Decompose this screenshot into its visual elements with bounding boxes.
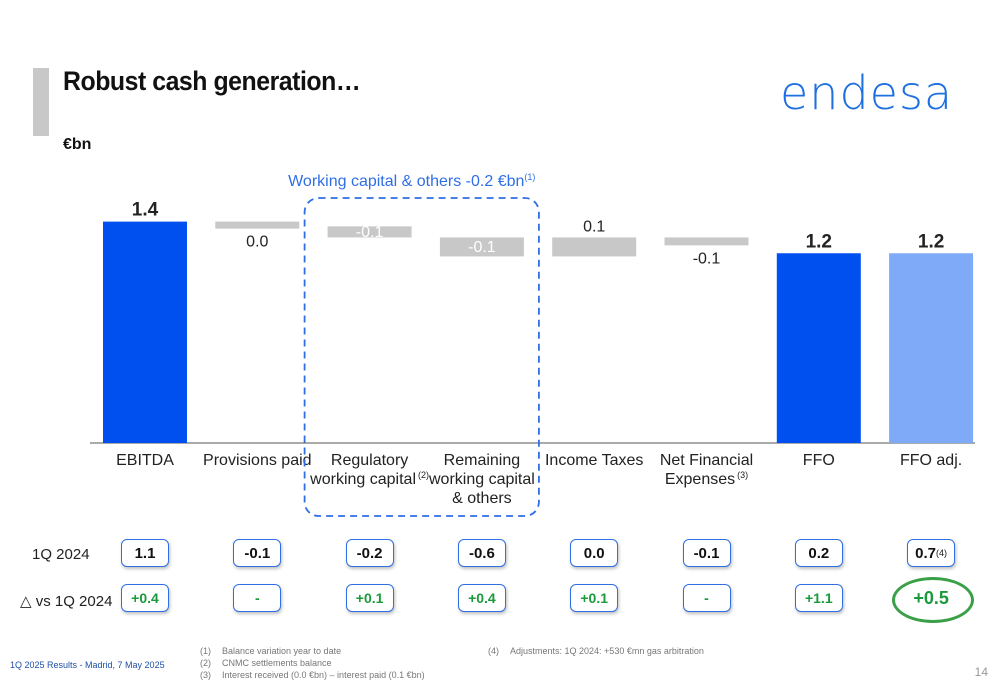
data-label-4: 0.1 bbox=[583, 218, 605, 235]
data-label-7: 1.2 bbox=[918, 231, 944, 252]
data-label-6: 1.2 bbox=[806, 231, 832, 252]
delta-value-box-2: +0.1 bbox=[345, 584, 394, 612]
category-label-0-0: EBITDA bbox=[116, 452, 174, 469]
bar-7 bbox=[889, 253, 974, 443]
delta-value-box-6: +1.1 bbox=[794, 584, 843, 612]
row-label-delta: △ vs 1Q 2024 bbox=[20, 593, 113, 610]
prior-value-box-0: 1.1 bbox=[121, 539, 169, 567]
delta-value-box-3: +0.4 bbox=[457, 584, 506, 612]
category-label-5-1: Expenses (3) bbox=[665, 470, 748, 488]
page-title: Robust cash generation… bbox=[63, 66, 361, 96]
title-accent-bar bbox=[33, 68, 49, 136]
bar-1 bbox=[215, 221, 300, 229]
data-label-0: 1.4 bbox=[132, 200, 159, 221]
category-label-5-0: Net Financial bbox=[660, 452, 753, 469]
bar-2 bbox=[327, 226, 412, 238]
category-label-3-2: & others bbox=[452, 490, 512, 507]
data-label-1: 0.0 bbox=[246, 234, 268, 251]
prior-value-box-1: -0.1 bbox=[233, 539, 282, 567]
delta-value-box-5: - bbox=[682, 584, 731, 612]
prior-value-box-5: -0.1 bbox=[682, 539, 731, 567]
category-label-2-0: Regulatory bbox=[331, 452, 408, 469]
category-label-3-0: Remaining bbox=[444, 452, 520, 469]
row-label-1q2024: 1Q 2024 bbox=[32, 546, 90, 563]
delta-value-box-1: - bbox=[233, 584, 282, 612]
delta-value-box-0: +0.4 bbox=[121, 584, 169, 612]
bar-5 bbox=[664, 237, 749, 246]
waterfall-chart: 1.4 0.0 -0.1 -0.1 0.1 -0.1 1.2 1.2 EBITDA Provisi… bbox=[90, 172, 975, 517]
page-number: 14 bbox=[974, 665, 988, 679]
category-label-4-0: Income Taxes bbox=[545, 452, 643, 469]
footnotes-left: (1) Balance variation year to date (2) CNM… bbox=[200, 645, 425, 681]
footnote-3: (3) Interest received (0.0 €bn) – interes… bbox=[200, 670, 425, 680]
unit-label: €bn bbox=[63, 136, 92, 153]
category-label-6-0: FFO bbox=[803, 452, 835, 469]
bar-3 bbox=[439, 237, 524, 257]
footnote-1: (1) Balance variation year to date bbox=[200, 646, 342, 656]
working-capital-group-box bbox=[303, 197, 540, 517]
delta-value-box-4: +0.1 bbox=[570, 584, 619, 612]
footer-text: 1Q 2025 Results - Madrid, 7 May 2025 bbox=[10, 660, 165, 670]
category-label-7-0: FFO adj. bbox=[900, 452, 962, 469]
bar-6 bbox=[776, 253, 861, 443]
prior-value-box-3: -0.6 bbox=[457, 539, 506, 567]
footnote-2: (2) CNMC settlements balance bbox=[200, 658, 332, 668]
highlight-circle bbox=[892, 577, 974, 623]
working-capital-annotation: Working capital & others -0.2 €bn(1) bbox=[288, 172, 535, 190]
data-label-2: -0.1 bbox=[356, 224, 384, 241]
footnotes-right: (4) Adjustments: 1Q 2024: +530 €mn gas ar… bbox=[488, 645, 704, 657]
data-label-5: -0.1 bbox=[693, 250, 721, 267]
prior-value-box-4: 0.0 bbox=[570, 539, 619, 567]
prior-value-box-2: -0.2 bbox=[345, 539, 394, 567]
category-label-1-0: Provisions paid bbox=[203, 452, 312, 469]
bar-0 bbox=[103, 221, 187, 443]
category-label-3-1: working capital bbox=[428, 471, 535, 488]
footnote-4: (4) Adjustments: 1Q 2024: +530 €mn gas ar… bbox=[488, 646, 704, 656]
data-label-3: -0.1 bbox=[468, 239, 496, 256]
prior-value-box-7: 0.7 (4) bbox=[907, 539, 956, 567]
bar-4 bbox=[552, 237, 637, 257]
endesa-logo: endesa bbox=[780, 66, 954, 120]
prior-value-box-6: 0.2 bbox=[794, 539, 843, 567]
category-label-2-1: working capital (2) bbox=[309, 470, 429, 488]
